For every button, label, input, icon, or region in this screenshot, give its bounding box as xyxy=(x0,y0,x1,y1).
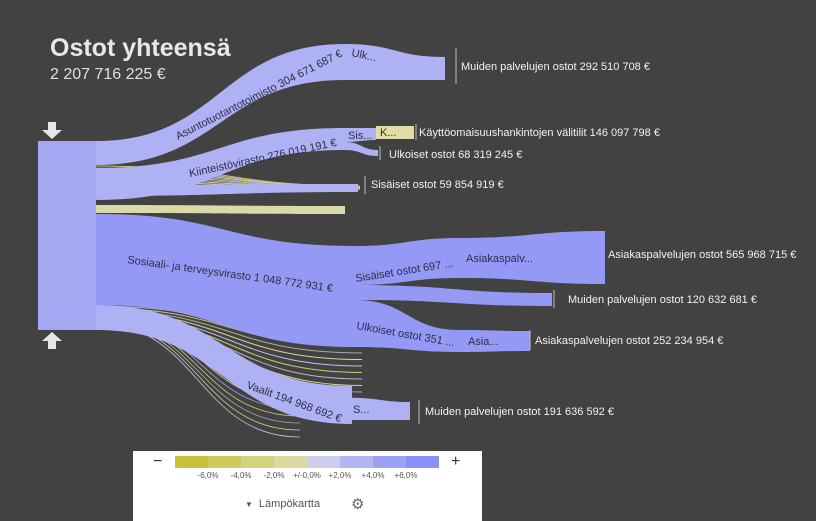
node-vaalit-leaf[interactable] xyxy=(403,402,410,420)
node-kiinteisto-k[interactable] xyxy=(376,126,414,139)
heatmap-swatch-3 xyxy=(274,456,307,468)
flow-kiinteisto[interactable] xyxy=(96,128,345,200)
flow-sote-muiden[interactable] xyxy=(355,285,552,306)
heatmap-swatch-6 xyxy=(373,456,406,468)
leaf-label-5: Muiden palvelujen ostot 120 632 681 € xyxy=(568,294,757,306)
level2-label-0: Ulk... xyxy=(350,47,377,64)
node-asunto-leaf[interactable] xyxy=(438,57,445,80)
flow-kiinteisto-sisaiset[interactable] xyxy=(96,184,358,196)
heatmap-tick-5: +4,0% xyxy=(361,471,385,480)
heatmap-tick-1: -4,0% xyxy=(230,471,252,480)
heatmap-swatch-5 xyxy=(340,456,373,468)
flow-sote-asiakas[interactable] xyxy=(460,231,605,284)
pale-flow[interactable] xyxy=(96,205,345,214)
source-node[interactable] xyxy=(38,141,96,330)
leaf-label-6: Asiakaspalvelujen ostot 252 234 954 € xyxy=(535,335,723,347)
flow-sote-lower[interactable] xyxy=(96,240,355,347)
chevron-down-icon: ▼ xyxy=(245,500,253,509)
level2-label-4: S... xyxy=(353,404,370,416)
flow-kiinteisto-sis[interactable] xyxy=(345,128,376,142)
flow-asunto-ulk[interactable] xyxy=(345,44,445,80)
flow-sote-sis[interactable] xyxy=(355,238,460,285)
flow-sote-ulk[interactable] xyxy=(355,300,460,352)
heatmap-swatch-7 xyxy=(406,456,439,468)
flow-asunto[interactable] xyxy=(96,44,345,165)
major-flows-group xyxy=(96,44,605,424)
view-mode-label: Lämpökartta xyxy=(258,498,321,510)
level3-label-1: Asiakaspalv... xyxy=(466,253,533,265)
level2-label-1: Sis... xyxy=(348,130,372,142)
heatmap-tick-4: +2,0% xyxy=(328,471,352,480)
heatmap-scale-ticks: -6,0% -4,0% -2,0% +/-0,0% +2,0% +4,0% +6,0% xyxy=(175,471,439,481)
heatmap-tick-3: +/-0,0% xyxy=(293,471,321,480)
drill-up-arrow-icon[interactable] xyxy=(41,122,63,140)
gear-icon[interactable]: ⚙ xyxy=(351,496,365,513)
leaf-label-7: Muiden palvelujen ostot 191 636 592 € xyxy=(425,406,614,418)
drill-down-arrow-icon[interactable] xyxy=(41,332,63,350)
node-asia-leaf[interactable] xyxy=(523,331,530,351)
leaf-label-4: Asiakaspalvelujen ostot 565 968 715 € xyxy=(608,249,796,261)
nodes-group xyxy=(38,48,605,424)
heatmap-swatch-2 xyxy=(241,456,274,468)
node-asiakas-leaf[interactable] xyxy=(598,231,605,284)
heatmap-tick-2: -2,0% xyxy=(263,471,285,480)
flow-vaalit[interactable] xyxy=(96,305,352,424)
heatmap-scale xyxy=(175,456,439,468)
level3-label-0: K... xyxy=(380,127,397,139)
leaf-label-0: Muiden palvelujen ostot 292 510 708 € xyxy=(461,61,650,73)
page-title: Ostot yhteensä xyxy=(50,34,231,62)
leaf-label-1: Käyttöomaisuushankintojen välitilit 146 … xyxy=(419,127,660,139)
flow-sote-asia[interactable] xyxy=(460,330,530,352)
flow-kiinteisto-ulk[interactable] xyxy=(345,142,378,156)
heatmap-swatch-1 xyxy=(208,456,241,468)
flow-vaalit-s[interactable] xyxy=(352,398,410,420)
view-mode-dropdown[interactable]: ▼ Lämpökartta xyxy=(245,498,320,510)
legend-panel: − -6,0% -4,0% -2,0% +/-0,0% +2,0% +4,0% +6,0% … xyxy=(133,451,482,521)
total-value: 2 207 716 225 € xyxy=(50,66,166,83)
legend-zoom-in-button[interactable]: + xyxy=(451,453,461,470)
level3-label-2: Asia... xyxy=(468,336,499,348)
leaf-label-2: Ulkoiset ostot 68 319 245 € xyxy=(389,149,522,161)
heatmap-tick-6: +6,0% xyxy=(394,471,418,480)
leaf-label-3: Sisäiset ostot 59 854 919 € xyxy=(371,179,504,191)
heatmap-tick-0: -6,0% xyxy=(197,471,219,480)
heatmap-swatch-0 xyxy=(175,456,208,468)
legend-zoom-out-button[interactable]: − xyxy=(153,453,163,470)
heatmap-swatch-4 xyxy=(307,456,340,468)
